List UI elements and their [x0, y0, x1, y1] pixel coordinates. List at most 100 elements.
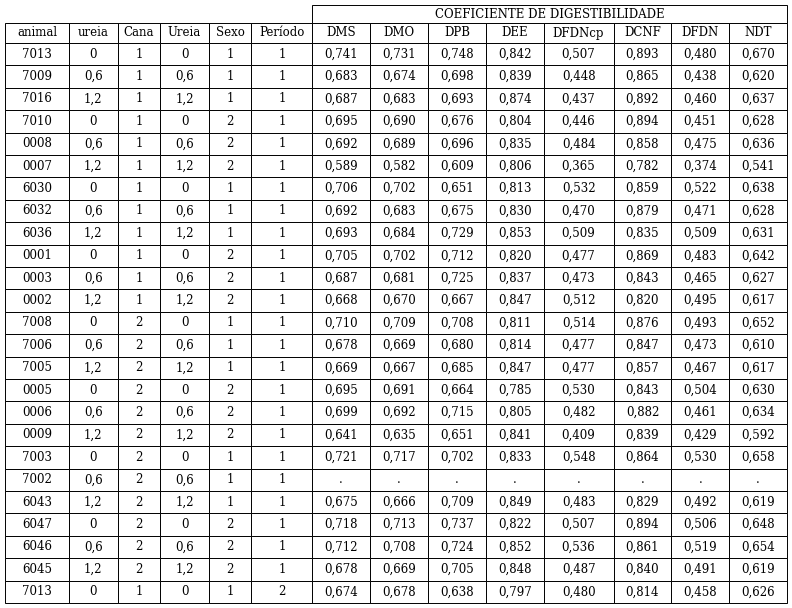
Text: 0,458: 0,458: [683, 586, 717, 598]
Bar: [543, 244, 614, 267]
Text: 1: 1: [135, 137, 143, 150]
Bar: [614, 401, 672, 424]
Bar: [209, 289, 252, 312]
Bar: [117, 424, 160, 446]
Bar: [428, 244, 485, 267]
Text: 0,678: 0,678: [325, 563, 358, 576]
Bar: [428, 446, 485, 469]
Bar: [672, 581, 729, 603]
Bar: [370, 23, 428, 43]
Text: 0,840: 0,840: [626, 563, 659, 576]
Bar: [614, 379, 672, 401]
Bar: [252, 581, 312, 603]
Bar: [428, 200, 485, 222]
Text: Cana: Cana: [124, 27, 154, 40]
Bar: [117, 558, 160, 581]
Text: DMO: DMO: [383, 27, 414, 40]
Bar: [209, 558, 252, 581]
Bar: [5, 289, 69, 312]
Bar: [69, 357, 117, 379]
Text: 2: 2: [135, 429, 143, 441]
Bar: [160, 469, 209, 491]
Text: 0,477: 0,477: [562, 339, 596, 352]
Bar: [160, 267, 209, 289]
Bar: [428, 178, 485, 200]
Bar: [5, 110, 69, 133]
Text: 1,2: 1,2: [175, 496, 194, 509]
Bar: [69, 110, 117, 133]
Text: 0,610: 0,610: [741, 339, 775, 352]
Text: 0,487: 0,487: [562, 563, 596, 576]
Bar: [5, 536, 69, 558]
Text: 1: 1: [278, 182, 286, 195]
Text: 0,641: 0,641: [325, 429, 358, 441]
Text: 1: 1: [278, 204, 286, 218]
Bar: [543, 66, 614, 88]
Bar: [117, 43, 160, 66]
Text: 1: 1: [278, 160, 286, 173]
Text: 0,684: 0,684: [383, 227, 416, 240]
Bar: [69, 88, 117, 110]
Text: 0,837: 0,837: [498, 272, 531, 285]
Bar: [252, 401, 312, 424]
Bar: [370, 469, 428, 491]
Text: 0003: 0003: [22, 272, 52, 285]
Bar: [5, 581, 69, 603]
Text: 7005: 7005: [22, 361, 52, 375]
Text: 0,6: 0,6: [175, 339, 194, 352]
Text: 0,830: 0,830: [498, 204, 531, 218]
Bar: [117, 289, 160, 312]
Text: 0,438: 0,438: [683, 70, 717, 83]
Text: 2: 2: [135, 339, 143, 352]
Bar: [117, 155, 160, 178]
Text: 2: 2: [227, 272, 234, 285]
Text: 7002: 7002: [22, 473, 52, 486]
Bar: [614, 469, 672, 491]
Text: 0: 0: [181, 586, 188, 598]
Text: 0,847: 0,847: [498, 361, 531, 375]
Text: 0: 0: [89, 586, 97, 598]
Bar: [69, 334, 117, 357]
Text: 0,702: 0,702: [440, 451, 474, 464]
Bar: [729, 491, 787, 513]
Bar: [543, 491, 614, 513]
Text: 2: 2: [227, 384, 234, 396]
Text: 0,839: 0,839: [626, 429, 659, 441]
Text: 0,491: 0,491: [683, 563, 717, 576]
Bar: [543, 334, 614, 357]
Text: 0,6: 0,6: [84, 204, 103, 218]
Bar: [160, 66, 209, 88]
Text: 1,2: 1,2: [84, 160, 102, 173]
Bar: [370, 424, 428, 446]
Bar: [209, 133, 252, 155]
Bar: [209, 43, 252, 66]
Text: 0,847: 0,847: [626, 339, 659, 352]
Text: 0,833: 0,833: [498, 451, 531, 464]
Text: 0,619: 0,619: [741, 496, 775, 509]
Text: 0,683: 0,683: [325, 70, 358, 83]
Text: 0,667: 0,667: [383, 361, 416, 375]
Bar: [209, 155, 252, 178]
Text: 0,680: 0,680: [440, 339, 474, 352]
Text: 2: 2: [227, 137, 234, 150]
Bar: [729, 23, 787, 43]
Bar: [252, 110, 312, 133]
Bar: [614, 513, 672, 536]
Text: 0,492: 0,492: [683, 496, 717, 509]
Bar: [614, 66, 672, 88]
Bar: [370, 66, 428, 88]
Text: 0,636: 0,636: [741, 137, 775, 150]
Bar: [312, 222, 370, 244]
Bar: [370, 244, 428, 267]
Text: 0,814: 0,814: [626, 586, 659, 598]
Bar: [485, 43, 543, 66]
Bar: [428, 222, 485, 244]
Bar: [614, 334, 672, 357]
Text: 0,691: 0,691: [383, 384, 416, 396]
Text: 0,6: 0,6: [175, 541, 194, 553]
Bar: [543, 222, 614, 244]
Text: 2: 2: [135, 361, 143, 375]
Text: 0,852: 0,852: [498, 541, 531, 553]
Bar: [729, 244, 787, 267]
Text: 7003: 7003: [22, 451, 52, 464]
